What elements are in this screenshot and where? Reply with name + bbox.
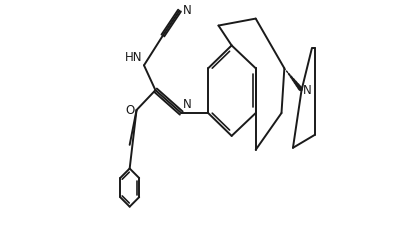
Text: N: N [182,98,191,111]
Text: HN: HN [125,51,143,64]
Text: O: O [125,103,134,117]
Text: N: N [183,4,191,17]
Text: N: N [302,84,311,97]
